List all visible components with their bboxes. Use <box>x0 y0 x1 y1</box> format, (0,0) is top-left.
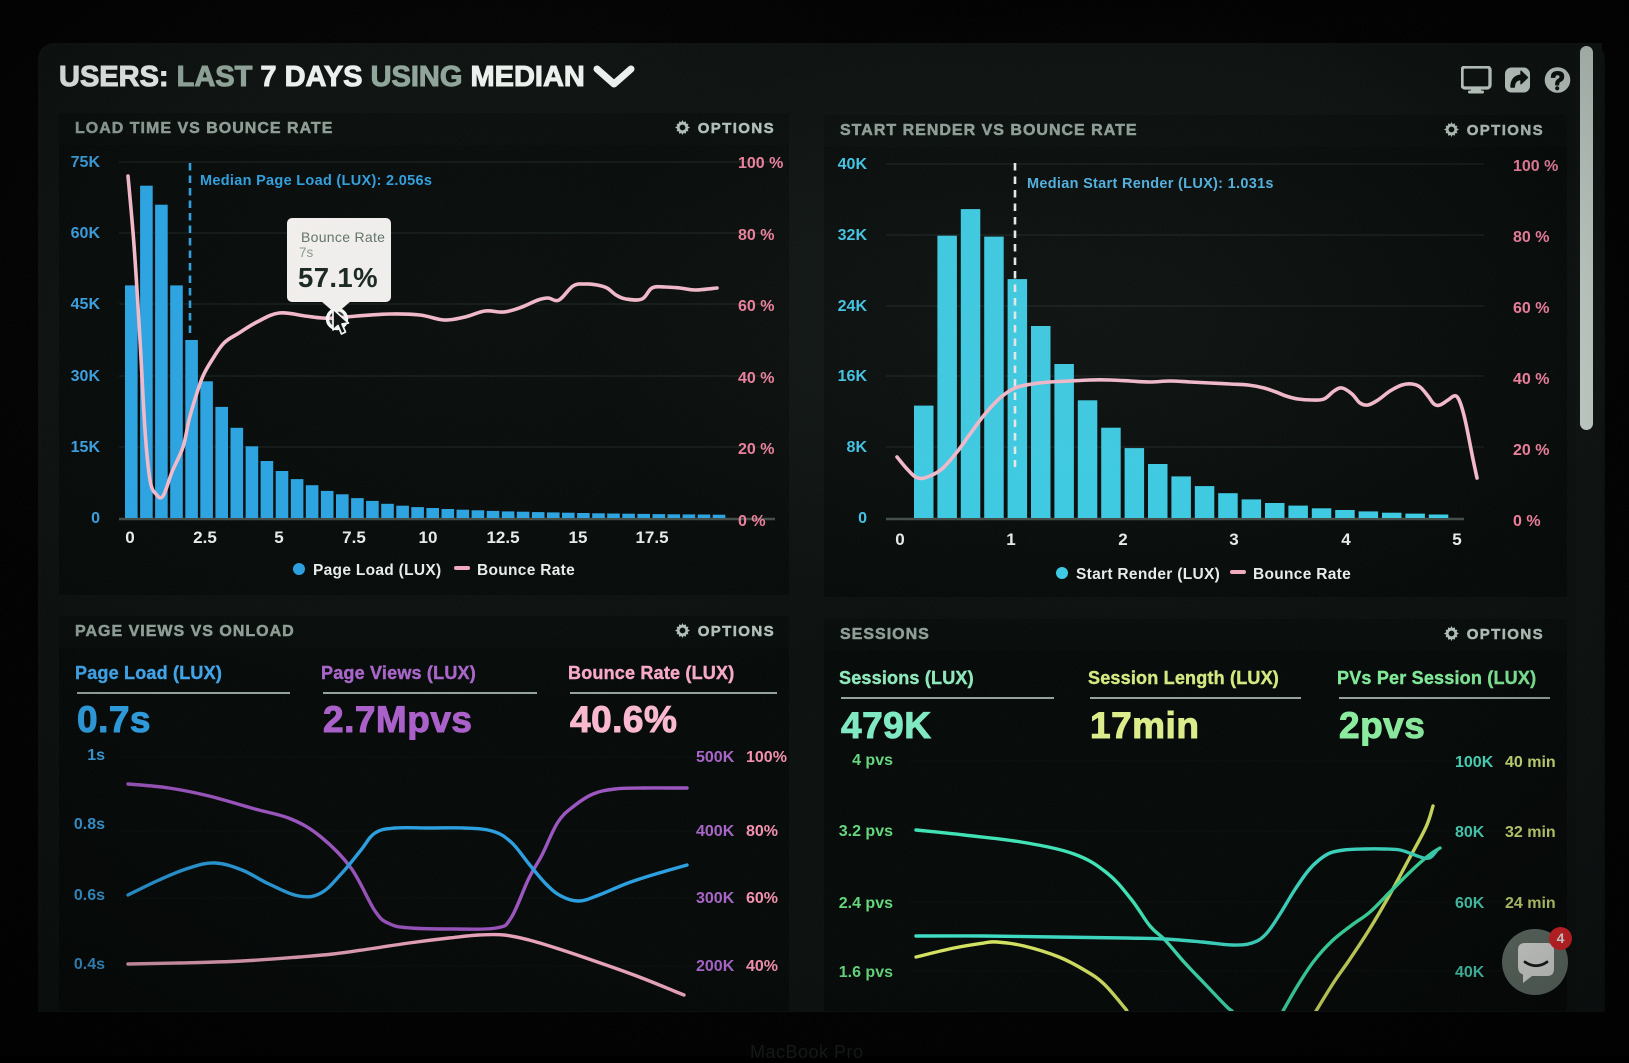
svg-text:4: 4 <box>1341 530 1351 549</box>
svg-text:7.5: 7.5 <box>342 528 366 547</box>
svg-text:60K: 60K <box>1455 895 1485 912</box>
svg-text:32K: 32K <box>838 227 868 244</box>
svg-text:3: 3 <box>1229 530 1238 549</box>
svg-text:60K: 60K <box>71 225 101 242</box>
svg-text:100 %: 100 % <box>738 155 783 172</box>
svg-text:40K: 40K <box>838 156 868 173</box>
svg-text:15K: 15K <box>71 439 101 456</box>
svg-text:75K: 75K <box>71 154 101 171</box>
svg-text:20 %: 20 % <box>1513 442 1549 459</box>
svg-text:40K: 40K <box>1455 964 1485 981</box>
svg-text:0.8s: 0.8s <box>74 816 105 833</box>
svg-text:Bounce Rate: Bounce Rate <box>1253 566 1351 583</box>
svg-text:0.6s: 0.6s <box>74 887 105 904</box>
svg-text:2: 2 <box>1118 530 1127 549</box>
svg-text:0 %: 0 % <box>738 513 766 530</box>
svg-text:60 %: 60 % <box>1513 300 1549 317</box>
svg-text:80 %: 80 % <box>738 227 774 244</box>
svg-text:0 %: 0 % <box>1513 513 1541 530</box>
svg-text:Start Render (LUX): Start Render (LUX) <box>1076 566 1220 583</box>
svg-text:40 %: 40 % <box>1513 371 1549 388</box>
svg-text:500K: 500K <box>696 749 735 766</box>
svg-text:1s: 1s <box>87 747 105 764</box>
svg-text:40 min: 40 min <box>1505 754 1556 771</box>
svg-text:15: 15 <box>569 528 588 547</box>
svg-text:32 min: 32 min <box>1505 824 1556 841</box>
svg-text:100%: 100% <box>746 749 787 766</box>
svg-text:16K: 16K <box>838 368 868 385</box>
svg-text:30K: 30K <box>71 368 101 385</box>
svg-text:80 %: 80 % <box>1513 229 1549 246</box>
svg-text:Median Start Render (LUX): 1.0: Median Start Render (LUX): 1.031s <box>1027 176 1274 192</box>
svg-text:400K: 400K <box>696 823 735 840</box>
svg-text:8K: 8K <box>847 439 868 456</box>
svg-text:0: 0 <box>858 510 867 527</box>
svg-text:60 %: 60 % <box>738 298 774 315</box>
svg-text:45K: 45K <box>71 296 101 313</box>
svg-text:Page Load (LUX): Page Load (LUX) <box>313 562 442 579</box>
svg-text:5: 5 <box>274 528 283 547</box>
svg-text:17.5: 17.5 <box>635 528 668 547</box>
svg-text:100 %: 100 % <box>1513 158 1558 175</box>
svg-text:Bounce Rate: Bounce Rate <box>477 562 575 579</box>
svg-text:80%: 80% <box>746 823 778 840</box>
svg-text:2.4 pvs: 2.4 pvs <box>839 895 893 912</box>
svg-text:1.6 pvs: 1.6 pvs <box>839 964 893 981</box>
svg-text:0: 0 <box>125 528 134 547</box>
svg-text:20 %: 20 % <box>738 441 774 458</box>
svg-text:300K: 300K <box>696 890 735 907</box>
svg-text:24K: 24K <box>838 298 868 315</box>
svg-text:0: 0 <box>895 530 904 549</box>
svg-text:80K: 80K <box>1455 824 1485 841</box>
svg-text:0.4s: 0.4s <box>74 956 105 973</box>
svg-text:5: 5 <box>1452 530 1461 549</box>
svg-text:4 pvs: 4 pvs <box>852 752 893 769</box>
svg-text:57.1%: 57.1% <box>298 262 378 293</box>
svg-text:10: 10 <box>419 528 438 547</box>
svg-text:Bounce Rate: Bounce Rate <box>301 229 385 245</box>
svg-text:24 min: 24 min <box>1505 895 1556 912</box>
svg-text:2.5: 2.5 <box>193 528 217 547</box>
svg-text:0: 0 <box>91 510 100 527</box>
svg-text:1: 1 <box>1006 530 1015 549</box>
svg-text:40 %: 40 % <box>738 370 774 387</box>
svg-text:Median Page Load (LUX): 2.056s: Median Page Load (LUX): 2.056s <box>200 173 432 189</box>
svg-text:12.5: 12.5 <box>486 528 519 547</box>
svg-text:7s: 7s <box>299 245 314 260</box>
svg-text:60%: 60% <box>746 890 778 907</box>
svg-text:40%: 40% <box>746 958 778 975</box>
svg-text:3.2 pvs: 3.2 pvs <box>839 823 893 840</box>
svg-text:200K: 200K <box>696 958 735 975</box>
svg-text:100K: 100K <box>1455 754 1494 771</box>
